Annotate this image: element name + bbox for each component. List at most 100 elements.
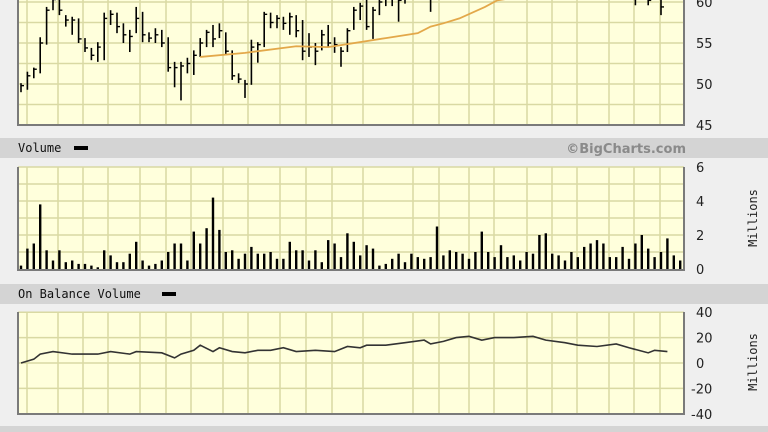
obv-units-label: Millions: [746, 333, 760, 391]
volume-bar: [250, 246, 253, 269]
volume-bar: [179, 243, 183, 269]
price-bar: [269, 12, 274, 29]
price-bar: [256, 42, 261, 63]
price-bar: [84, 38, 88, 53]
obv-line: [20, 335, 668, 364]
obv-legend-swatch: [162, 292, 176, 296]
price-bar: [32, 67, 37, 79]
price-bar: [116, 12, 120, 34]
volume-bar: [448, 250, 451, 269]
price-plot-area: [18, 0, 684, 125]
price-bar: [372, 6, 376, 39]
volume-bar: [621, 246, 624, 269]
volume-bar: [307, 260, 311, 269]
volume-bar: [256, 253, 259, 269]
price-tick-label: 55: [696, 37, 713, 52]
volume-bar: [519, 260, 522, 269]
price-tick-label: 45: [696, 119, 713, 134]
volume-bar: [525, 252, 528, 269]
price-bar: [154, 28, 159, 43]
price-bar: [58, 0, 63, 16]
volume-bar: [64, 262, 67, 269]
volume-bar: [39, 204, 42, 269]
volume-bar: [608, 257, 611, 269]
price-bar: [384, 0, 387, 7]
price-bar: [225, 32, 229, 56]
obv-label: On Balance Volume: [18, 287, 141, 301]
volume-bar: [679, 260, 682, 269]
volume-label: Volume: [18, 141, 61, 155]
volume-tick-label: 4: [696, 195, 704, 210]
price-bar: [237, 73, 242, 84]
price-bar: [135, 6, 140, 34]
obv-panel: 40 20 0 -20 -40 Millions: [17, 306, 760, 423]
volume-bar: [653, 257, 656, 269]
price-bar: [52, 0, 56, 11]
volume-bar: [90, 265, 93, 269]
volume-bar: [589, 243, 592, 269]
price-frame: [17, 0, 685, 126]
volume-bar: [301, 250, 304, 269]
volume-bar: [295, 250, 298, 269]
volume-bar: [391, 258, 394, 269]
volume-tick-label: 2: [696, 229, 704, 244]
volume-bar: [576, 257, 579, 269]
volume-bar: [595, 240, 599, 269]
price-bar: [295, 15, 300, 38]
volume-bar: [480, 231, 483, 269]
volume-bar: [551, 253, 554, 269]
volume-bar: [314, 250, 317, 269]
price-bar: [65, 15, 69, 27]
volume-bar: [186, 260, 189, 269]
volume-bar: [544, 233, 547, 269]
price-bar: [212, 24, 216, 48]
volume-bar: [154, 263, 157, 269]
volume-bar: [371, 248, 375, 269]
volume-bar: [410, 253, 413, 269]
volume-bar: [442, 255, 445, 269]
volume-bar: [45, 250, 48, 269]
price-grid: [18, 0, 684, 125]
volume-panel: 6 4 2 0 Millions: [17, 161, 760, 278]
price-bar: [199, 38, 204, 57]
price-tick-label: 50: [696, 78, 713, 93]
volume-bar: [384, 263, 387, 269]
volume-bar: [647, 248, 650, 269]
volume-bar: [77, 263, 80, 269]
price-bar: [218, 23, 223, 39]
volume-bar: [231, 250, 234, 269]
volume-bar: [333, 243, 336, 269]
price-bar: [90, 47, 95, 61]
volume-bar: [346, 233, 349, 269]
obv-tick-label: 20: [696, 332, 713, 347]
price-bar: [660, 0, 664, 16]
volume-bar: [211, 197, 215, 269]
volume-bar: [538, 235, 541, 269]
price-bar: [404, 0, 406, 4]
price-bar: [263, 11, 268, 48]
volume-tick-label: 6: [696, 161, 704, 176]
price-bar: [634, 0, 637, 6]
price-bar: [333, 37, 338, 53]
volume-bar: [167, 252, 170, 269]
volume-bar: [128, 253, 131, 269]
volume-bar: [275, 258, 279, 269]
volume-bar: [282, 258, 285, 269]
price-bar: [148, 32, 152, 43]
volume-bars: [19, 197, 682, 269]
price-bar: [97, 42, 101, 62]
volume-bar: [627, 258, 631, 269]
price-bar: [346, 28, 351, 53]
price-bar: [193, 50, 197, 75]
price-bar: [327, 24, 332, 48]
price-bar: [39, 37, 44, 74]
volume-bar: [51, 260, 55, 269]
price-bar: [129, 29, 133, 53]
volume-bar: [378, 265, 381, 269]
price-tick-label: 60: [696, 0, 713, 11]
volume-bar: [506, 257, 509, 269]
price-bar: [391, 0, 394, 7]
volume-tick-label: 0: [696, 263, 704, 278]
price-bar: [71, 16, 76, 35]
